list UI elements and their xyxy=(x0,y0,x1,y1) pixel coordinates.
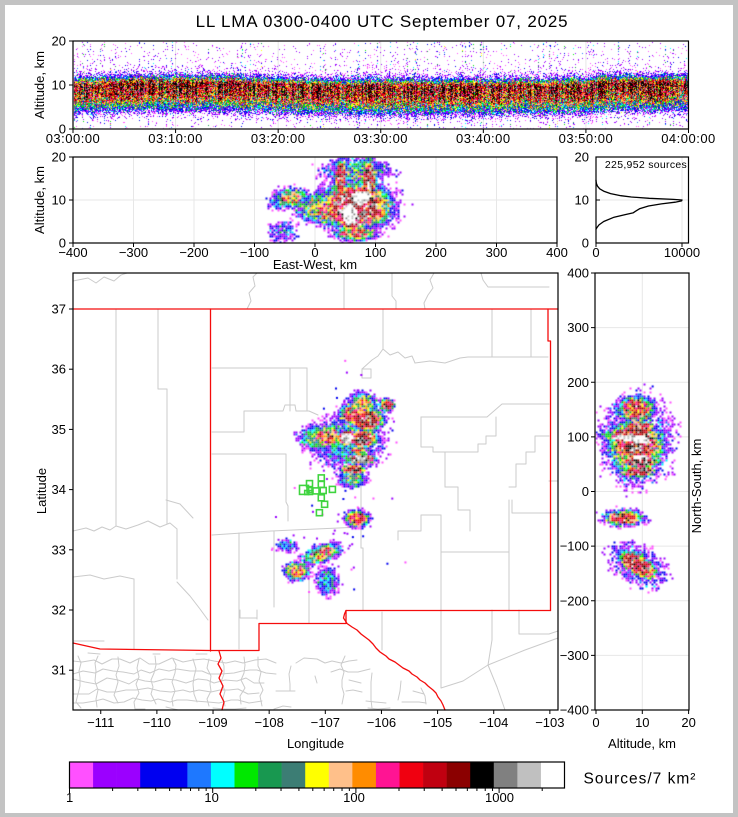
svg-text:225,952 sources: 225,952 sources xyxy=(605,159,687,171)
